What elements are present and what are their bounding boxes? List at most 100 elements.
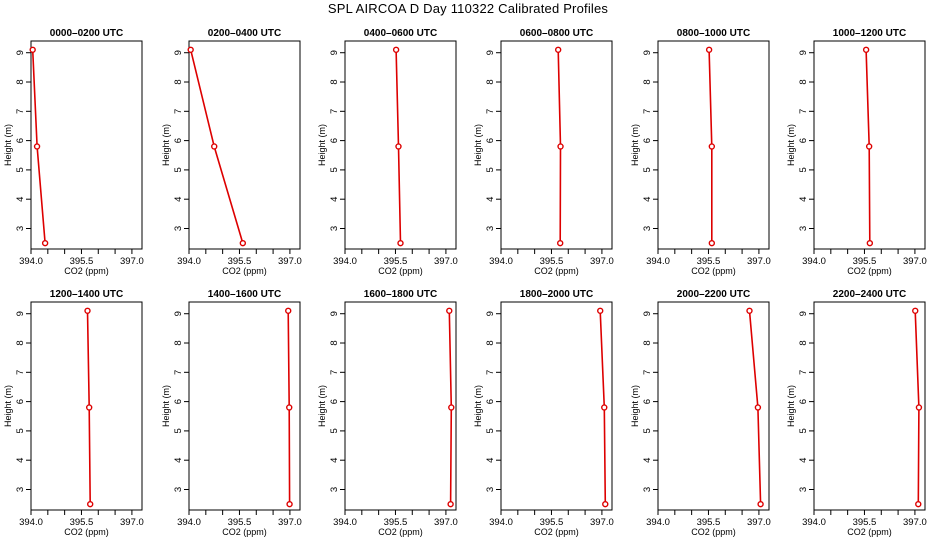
- y-axis-label: Height (m): [630, 385, 640, 427]
- plot-frame: [813, 40, 926, 250]
- y-tick-label: 3: [173, 226, 184, 231]
- x-tick-label: 395.5: [70, 256, 94, 267]
- y-tick-label: 8: [798, 340, 809, 345]
- panel-title: 1800–2000 UTC: [520, 289, 593, 300]
- data-point: [86, 500, 94, 508]
- plot-frame: [813, 301, 926, 511]
- y-tick-label: 9: [798, 311, 809, 316]
- data-point: [601, 404, 608, 411]
- x-tick-label: 394.0: [489, 256, 513, 267]
- data-point: [392, 46, 400, 53]
- x-tick-label: 394.0: [333, 256, 357, 267]
- y-tick-label: 4: [173, 197, 184, 202]
- y-tick-label: 7: [173, 109, 184, 114]
- panel-title: 0800–1000 UTC: [677, 28, 750, 39]
- data-point: [41, 239, 49, 247]
- y-tick-label: 8: [15, 79, 26, 84]
- x-tick-label: 395.5: [853, 517, 877, 528]
- x-axis-label: CO2 (ppm): [847, 266, 892, 276]
- data-point: [29, 46, 36, 53]
- y-tick-label: 3: [15, 226, 26, 231]
- y-tick-label: 8: [173, 340, 184, 345]
- data-point: [915, 404, 923, 411]
- x-axis-label: CO2 (ppm): [64, 527, 109, 537]
- y-tick-label: 4: [798, 458, 809, 463]
- y-tick-label: 3: [329, 226, 340, 231]
- y-axis-label: Height (m): [161, 385, 171, 427]
- data-point: [397, 239, 404, 247]
- y-tick-label: 4: [15, 197, 26, 202]
- x-tick-label: 395.5: [228, 517, 252, 528]
- y-axis-label: Height (m): [317, 385, 327, 427]
- y-tick-label: 6: [173, 399, 184, 404]
- y-tick-label: 7: [485, 109, 496, 114]
- data-point: [286, 500, 293, 508]
- plot-frame: [344, 301, 457, 511]
- y-tick-label: 4: [485, 458, 496, 463]
- panel-title: 1400–1600 UTC: [208, 289, 281, 300]
- y-axis-label: Height (m): [317, 124, 327, 166]
- x-tick-label: 394.0: [177, 517, 201, 528]
- data-point: [912, 307, 919, 314]
- y-tick-label: 4: [15, 458, 26, 463]
- y-tick-label: 5: [15, 167, 26, 172]
- y-tick-label: 9: [15, 311, 26, 316]
- x-tick-label: 395.5: [540, 517, 564, 528]
- y-tick-label: 5: [485, 428, 496, 433]
- x-tick-label: 397.0: [903, 256, 927, 267]
- plot-frame: [30, 301, 143, 511]
- x-tick-label: 395.5: [384, 256, 408, 267]
- y-tick-label: 6: [642, 138, 653, 143]
- y-tick-label: 8: [173, 79, 184, 84]
- y-tick-label: 9: [173, 311, 184, 316]
- data-point: [187, 46, 194, 53]
- x-axis-label: CO2 (ppm): [691, 527, 736, 537]
- y-tick-label: 4: [329, 458, 340, 463]
- data-point: [915, 500, 922, 508]
- x-tick-label: 394.0: [646, 256, 670, 267]
- y-tick-label: 5: [173, 167, 184, 172]
- y-tick-label: 6: [329, 138, 340, 143]
- data-point: [557, 143, 564, 150]
- y-tick-label: 7: [15, 370, 26, 375]
- x-axis-label: CO2 (ppm): [222, 527, 267, 537]
- y-tick-label: 3: [173, 487, 184, 492]
- y-tick-label: 5: [329, 428, 340, 433]
- data-point: [85, 404, 93, 411]
- y-tick-label: 6: [798, 138, 809, 143]
- y-tick-label: 3: [798, 226, 809, 231]
- y-tick-label: 5: [798, 167, 809, 172]
- plot-frame: [30, 40, 143, 250]
- data-point: [448, 404, 455, 411]
- y-tick-label: 4: [642, 458, 653, 463]
- data-point: [286, 404, 293, 411]
- x-axis-label: CO2 (ppm): [847, 527, 892, 537]
- y-tick-label: 9: [329, 311, 340, 316]
- data-point: [239, 239, 247, 247]
- x-tick-label: 394.0: [802, 256, 826, 267]
- y-tick-label: 9: [173, 50, 184, 55]
- y-axis-label: Height (m): [3, 385, 13, 427]
- panel-title: 1200–1400 UTC: [50, 289, 123, 300]
- y-tick-label: 7: [329, 109, 340, 114]
- y-tick-label: 6: [485, 399, 496, 404]
- data-point: [746, 307, 753, 314]
- y-tick-label: 3: [798, 487, 809, 492]
- x-tick-label: 394.0: [177, 256, 201, 267]
- y-tick-label: 8: [642, 79, 653, 84]
- y-tick-label: 7: [798, 370, 809, 375]
- x-tick-label: 395.5: [384, 517, 408, 528]
- data-point: [754, 404, 762, 411]
- x-axis-label: CO2 (ppm): [534, 527, 579, 537]
- y-tick-label: 3: [642, 226, 653, 231]
- data-point: [866, 239, 874, 247]
- y-tick-label: 7: [642, 109, 653, 114]
- y-tick-label: 3: [485, 487, 496, 492]
- panel-title: 2200–2400 UTC: [833, 289, 906, 300]
- y-tick-label: 9: [329, 50, 340, 55]
- x-axis-label: CO2 (ppm): [691, 266, 736, 276]
- y-tick-label: 6: [173, 138, 184, 143]
- y-tick-label: 6: [15, 138, 26, 143]
- plot-frame: [657, 301, 770, 511]
